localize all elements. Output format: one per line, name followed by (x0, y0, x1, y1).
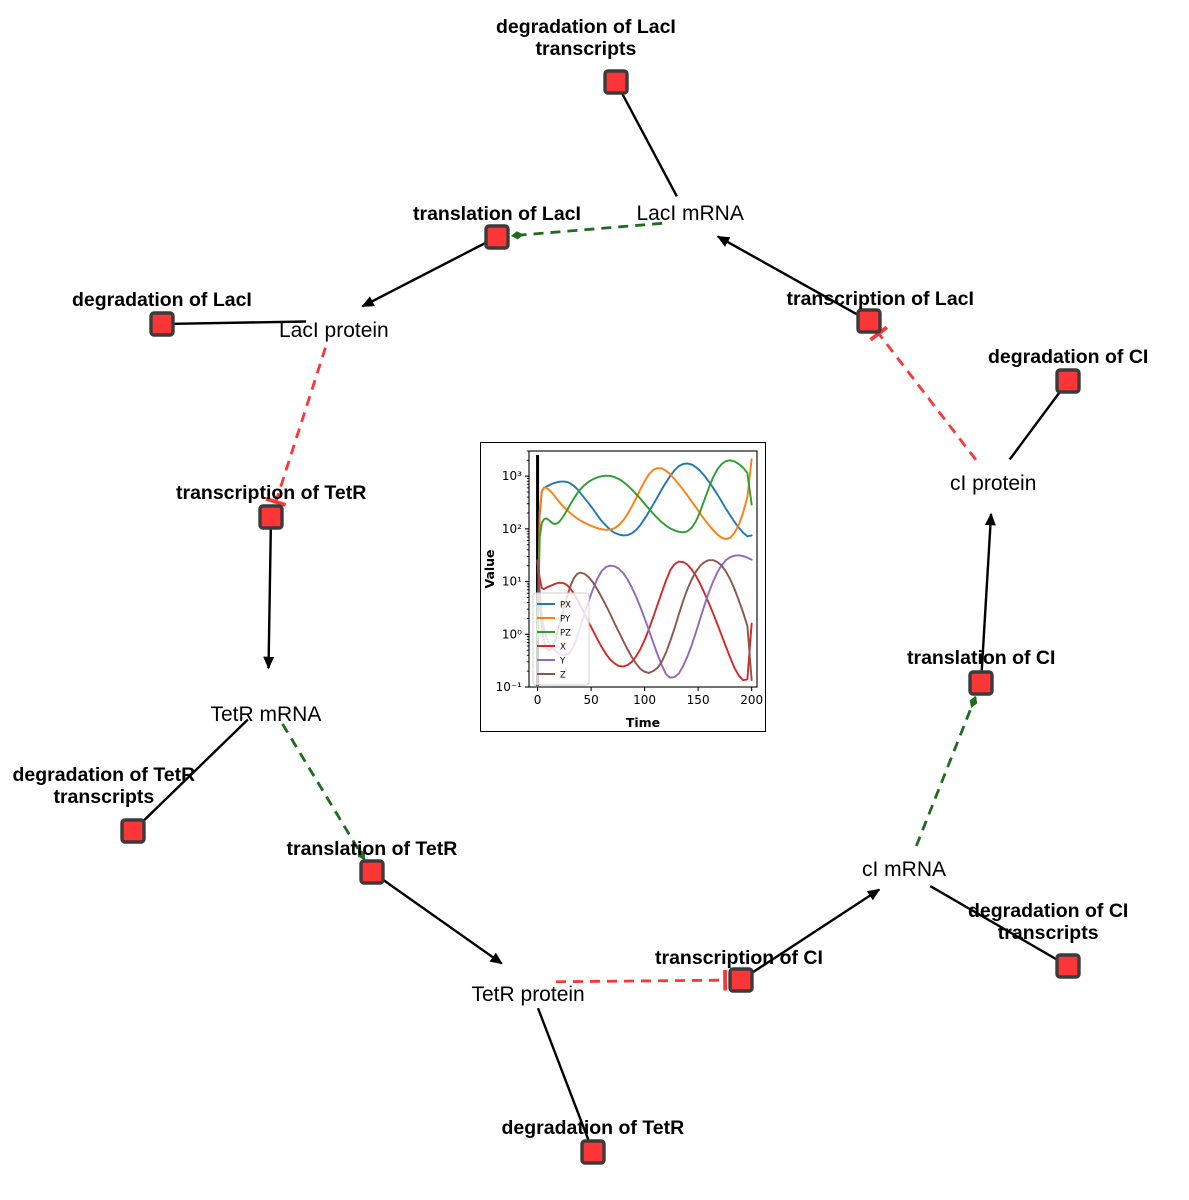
reaction-node-transcr_ci[interactable] (728, 967, 754, 993)
series-line-X (536, 559, 753, 682)
reaction-node-transl_tetr[interactable] (359, 859, 385, 885)
reaction-node-transl_ci[interactable] (968, 670, 994, 696)
legend-label-PZ: PZ (560, 629, 571, 639)
legend-label-Y: Y (559, 657, 566, 667)
legend-label-PX: PX (560, 601, 571, 611)
edge-ci_mrna-to-transl_ci (915, 695, 978, 847)
edge-tetr_mrna-to-deg_tetr_transcripts (140, 718, 249, 824)
edge-transl_laci-to-laci_prot (361, 241, 487, 308)
edge-deg_laci_transcripts-to-laci_mrna (620, 92, 678, 197)
x-tick-label: 200 (740, 693, 763, 707)
edge-transcr_ci-to-ci_mrna (750, 888, 881, 975)
chart-legend (532, 592, 590, 686)
edge-tetr_prot-to-transcr_ci (555, 969, 728, 991)
edge-laci_prot-to-transcr_tetr (265, 347, 327, 507)
y-tick-label: 10² (502, 522, 522, 536)
reaction-node-deg_tetr[interactable] (580, 1139, 606, 1165)
x-axis-label: Time (626, 715, 660, 730)
timecourse-chart: 0 50 100 150 200 10⁻¹ 10⁰ 10¹ 10² 10³ Time Value PX P… (480, 442, 766, 732)
legend-label-X: X (560, 643, 566, 653)
nodes-layer (120, 69, 1081, 1165)
reaction-node-deg_ci[interactable] (1055, 368, 1081, 394)
y-tick-label: 10¹ (502, 575, 522, 589)
x-tick-label: 50 (583, 693, 598, 707)
edge-laci_mrna-to-transl_laci (510, 221, 663, 240)
reaction-node-deg_laci_transcripts[interactable] (603, 69, 629, 95)
y-axis-label: Value (482, 549, 497, 588)
edge-transcr_laci-to-laci_mrna (716, 235, 860, 317)
reaction-node-deg_ci_transcripts[interactable] (1055, 953, 1081, 979)
edges-layer (140, 92, 1062, 1142)
x-tick-label: 0 (534, 693, 542, 707)
plot-frame (528, 450, 758, 688)
edge-deg_laci-to-laci_prot (173, 320, 307, 325)
edge-transcr_tetr-to-tetr_mrna (263, 528, 275, 670)
edge-tetr_prot-to-deg_tetr (536, 1007, 590, 1142)
reaction-node-deg_tetr_transcripts[interactable] (120, 818, 146, 844)
edge-ci_prot-to-deg_ci (1008, 389, 1062, 461)
edge-ci_mrna-to-deg_ci_transcripts (929, 885, 1059, 962)
reaction-node-deg_laci[interactable] (149, 311, 175, 337)
reaction-node-transl_laci[interactable] (484, 224, 510, 250)
edge-tetr_mrna-to-transl_tetr (281, 723, 366, 861)
legend-label-PY: PY (560, 615, 571, 625)
edge-ci_prot-to-transcr_laci (869, 325, 978, 461)
legend-label-Z: Z (560, 671, 566, 681)
y-tick-label: 10⁰ (502, 627, 522, 641)
series-line-PY (536, 458, 753, 641)
reaction-node-transcr_laci[interactable] (856, 308, 882, 334)
edge-transl_tetr-to-tetr_prot (381, 877, 503, 965)
y-tick-label: 10³ (502, 469, 522, 483)
x-tick-label: 100 (633, 693, 656, 707)
x-tick-label: 150 (687, 693, 710, 707)
series-line-PZ (536, 459, 753, 641)
edge-transl_ci-to-ci_prot (980, 512, 996, 672)
y-tick-label: 10⁻¹ (496, 680, 523, 694)
reaction-node-transcr_tetr[interactable] (258, 504, 284, 530)
